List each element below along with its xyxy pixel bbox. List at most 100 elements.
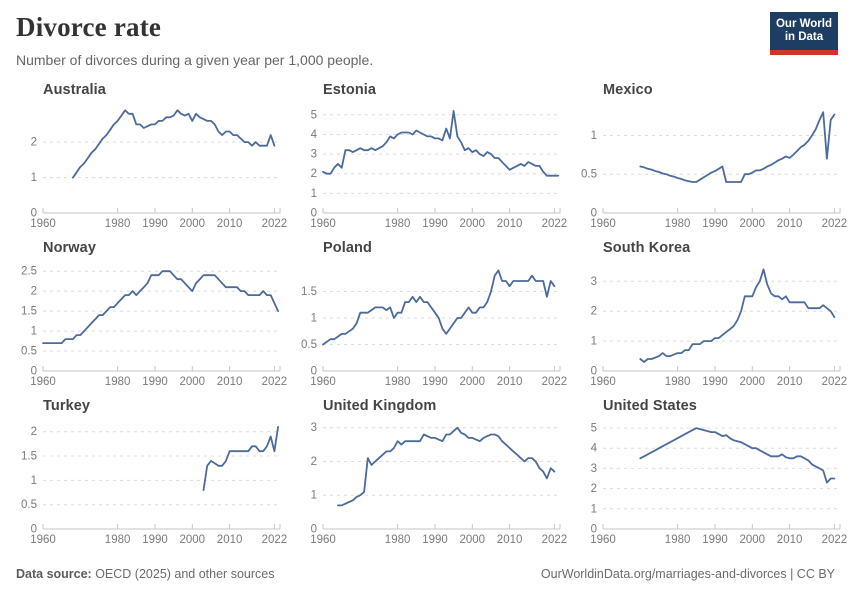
chart-title: Poland — [323, 240, 372, 256]
x-tick-label: 1980 — [665, 376, 691, 388]
data-line — [639, 427, 836, 484]
y-tick-label: 2 — [31, 137, 37, 149]
x-tick-label: 1980 — [105, 218, 131, 230]
x-tick-label: 2010 — [497, 376, 523, 388]
x-tick-label: 1990 — [702, 218, 728, 230]
x-tick-label: 2022 — [542, 218, 568, 230]
y-tick-label: 0 — [31, 524, 37, 536]
x-tick-label: 2000 — [460, 534, 486, 546]
x-tick-label: 1960 — [30, 376, 56, 388]
x-tick-label: 2010 — [497, 218, 523, 230]
y-tick-label: 0 — [591, 524, 597, 536]
y-tick-label: 4 — [311, 129, 318, 141]
x-tick-label: 2022 — [262, 376, 288, 388]
x-tick-label: 1960 — [30, 534, 56, 546]
y-tick-label: 2.5 — [21, 266, 37, 278]
x-tick-label: 2000 — [180, 218, 206, 230]
y-tick-label: 0.5 — [581, 169, 597, 181]
y-tick-label: 0 — [311, 366, 317, 378]
chart-norway: Norway 0 0.5 1 1.5 2 2.5 1960 1980 1990 2000 2010 2… — [15, 240, 287, 392]
y-tick-label: 1 — [311, 313, 317, 325]
owid-logo: Our World in Data — [770, 12, 838, 55]
line-chart: 0 0.5 1 1960 1980 1990 2000 2010 2022 — [581, 111, 848, 230]
logo-line1: Our World — [775, 18, 832, 30]
x-tick-label: 1960 — [310, 534, 336, 546]
x-tick-label: 2022 — [262, 534, 288, 546]
x-tick-label: 1990 — [142, 218, 168, 230]
line-chart: 0 0.5 1 1.5 1960 1980 1990 2000 2010 2022 — [301, 269, 568, 388]
y-tick-label: 0 — [31, 208, 37, 220]
y-tick-label: 1 — [311, 490, 317, 502]
y-tick-label: 0.5 — [21, 346, 37, 358]
x-tick-label: 1990 — [142, 376, 168, 388]
footer-link: OurWorldinData.org/marriages-and-divorce… — [540, 567, 835, 581]
line-chart: 0 1 2 3 1960 1980 1990 2000 2010 2022 — [310, 422, 567, 546]
y-tick-label: 1 — [31, 172, 37, 184]
chart-united-kingdom: United Kingdom 0 1 2 3 1960 1980 1990 2000 2010 2… — [295, 398, 567, 550]
data-line — [639, 268, 836, 363]
x-tick-label: 1980 — [385, 376, 411, 388]
data-line — [322, 269, 556, 346]
chart-title: United States — [603, 398, 697, 414]
x-tick-label: 1990 — [422, 376, 448, 388]
logo-line2: in Data — [784, 31, 824, 43]
chart-south-korea: South Korea 0 1 2 3 1960 1980 1990 2000 2010 2022 — [575, 240, 847, 392]
y-tick-label: 1 — [311, 188, 317, 200]
y-tick-label: 1.5 — [21, 451, 37, 463]
line-chart: 0 0.5 1 1.5 2 1960 1980 1990 2000 2010 2022 — [21, 425, 288, 546]
x-tick-label: 1980 — [385, 534, 411, 546]
x-tick-label: 1960 — [310, 218, 336, 230]
y-tick-label: 2 — [311, 456, 317, 468]
x-tick-label: 1980 — [665, 218, 691, 230]
y-tick-label: 5 — [591, 423, 597, 435]
y-tick-label: 5 — [311, 109, 317, 121]
y-tick-label: 4 — [591, 443, 598, 455]
data-line — [72, 109, 276, 179]
y-tick-label: 2 — [591, 483, 597, 495]
x-tick-label: 1990 — [142, 534, 168, 546]
y-tick-label: 2 — [31, 286, 37, 298]
x-tick-label: 1990 — [422, 218, 448, 230]
data-source-text: OECD (2025) and other sources — [91, 567, 275, 581]
x-tick-label: 2000 — [180, 534, 206, 546]
y-tick-label: 1 — [31, 326, 37, 338]
logo-text: Our World in Data — [776, 18, 832, 44]
charts-grid: Australia 0 1 2 1960 1980 1990 2000 2010 2022 Es… — [0, 82, 850, 550]
data-source: Data source: OECD (2025) and other sourc… — [16, 567, 274, 581]
x-tick-label: 1980 — [105, 534, 131, 546]
data-line — [202, 425, 280, 491]
x-tick-label: 2022 — [542, 376, 568, 388]
y-tick-label: 0 — [31, 366, 37, 378]
x-tick-label: 2010 — [777, 376, 803, 388]
y-tick-label: 3 — [311, 149, 317, 161]
y-tick-label: 2 — [311, 168, 317, 180]
chart-mexico: Mexico 0 0.5 1 1960 1980 1990 2000 2010 2022 — [575, 82, 847, 234]
data-line — [639, 111, 836, 183]
header: Divorce rate Number of divorces during a… — [0, 0, 850, 68]
x-tick-label: 2010 — [217, 218, 243, 230]
data-line — [42, 270, 280, 344]
page-subtitle: Number of divorces during a given year p… — [16, 52, 374, 68]
x-tick-label: 2000 — [740, 534, 766, 546]
x-tick-label: 2022 — [822, 218, 848, 230]
x-tick-label: 1960 — [590, 376, 616, 388]
x-tick-label: 2000 — [740, 376, 766, 388]
chart-turkey: Turkey 0 0.5 1 1.5 2 1960 1980 1990 2000 2010 2022 — [15, 398, 287, 550]
line-chart: 0 1 2 1960 1980 1990 2000 2010 2022 — [30, 109, 287, 230]
chart-united-states: United States 0 1 2 3 4 5 1960 1980 1990 2000 2010… — [575, 398, 847, 550]
x-tick-label: 2000 — [460, 376, 486, 388]
footer: Data source: OECD (2025) and other sourc… — [0, 550, 850, 581]
chart-title: South Korea — [603, 240, 691, 256]
chart-australia: Australia 0 1 2 1960 1980 1990 2000 2010 2022 — [15, 82, 287, 234]
page-title: Divorce rate — [16, 12, 162, 42]
y-tick-label: 3 — [311, 422, 317, 434]
y-tick-label: 2 — [31, 426, 37, 438]
y-tick-label: 0 — [311, 208, 317, 220]
data-line — [322, 109, 560, 177]
y-tick-label: 0 — [591, 208, 597, 220]
y-tick-label: 2 — [591, 306, 597, 318]
y-tick-label: 1 — [591, 503, 597, 515]
x-tick-label: 2022 — [822, 376, 848, 388]
x-tick-label: 2000 — [180, 376, 206, 388]
